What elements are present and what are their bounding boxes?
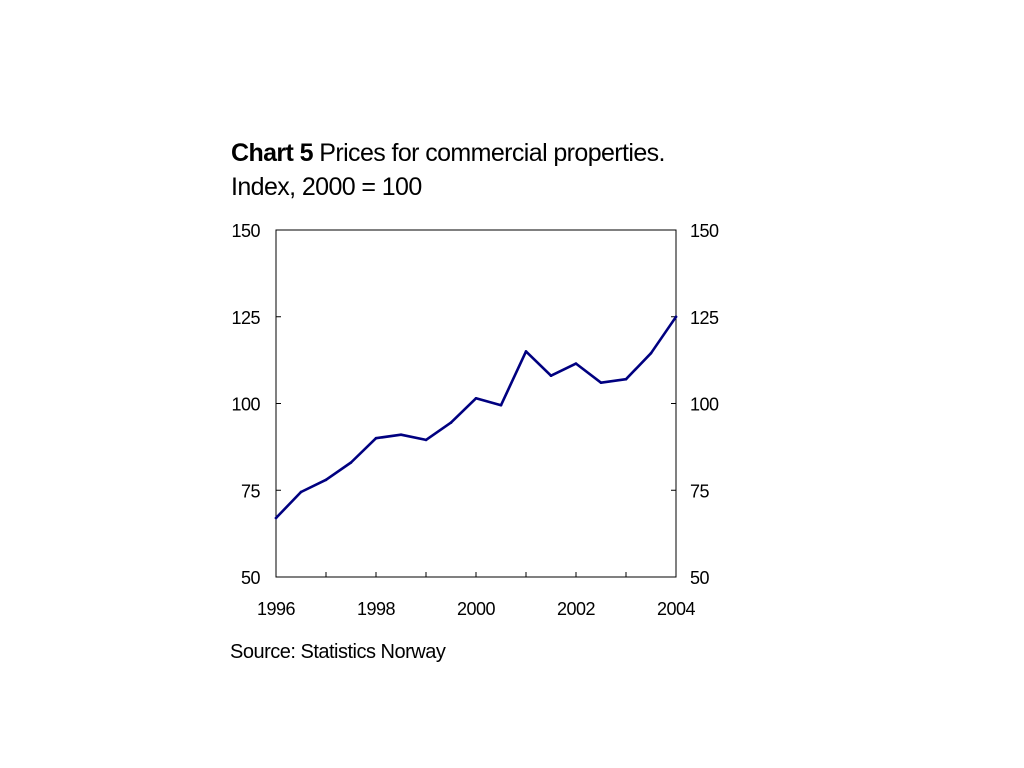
chart-title-text: Prices for commercial properties. — [319, 139, 665, 167]
data-point — [374, 436, 378, 440]
plot-area — [275, 229, 677, 578]
series-line — [274, 315, 678, 520]
data-point — [624, 377, 628, 381]
data-point — [474, 396, 478, 400]
chart-subtitle: Index, 2000 = 100 — [231, 173, 422, 201]
y-tick-label-right: 150 — [690, 221, 719, 241]
y-tick-label-right: 100 — [690, 395, 719, 415]
y-tick-label-right: 125 — [690, 308, 719, 328]
y-tick-label-right: 75 — [690, 481, 710, 501]
series-layer — [274, 315, 678, 520]
chart-source: Source: Statistics Norway — [230, 641, 446, 663]
data-point — [499, 403, 503, 407]
y-tick-label-left: 125 — [231, 308, 260, 328]
data-point — [399, 433, 403, 437]
chart-title-label: Chart 5 — [231, 139, 314, 167]
x-tick-label: 2000 — [457, 599, 496, 619]
data-point — [674, 315, 678, 319]
chart-title: Chart 5 Prices for commercial properties… — [231, 136, 665, 204]
y-tick-label-left: 50 — [241, 568, 261, 588]
data-point — [424, 438, 428, 442]
data-point — [599, 381, 603, 384]
x-tick-label: 2002 — [557, 599, 596, 619]
tick-marks — [275, 229, 677, 578]
y-tick-label-left: 150 — [231, 221, 260, 241]
x-tick-label: 1996 — [257, 599, 296, 619]
data-point — [549, 374, 553, 378]
tick-labels: 150 150 125 125 100 100 75 75 50 50 1996 1998 2000 20… — [231, 221, 719, 619]
x-tick-label: 2004 — [657, 599, 696, 619]
x-tick-label: 1998 — [357, 599, 396, 619]
data-point — [649, 351, 653, 355]
y-tick-label-right: 50 — [690, 568, 710, 588]
data-point — [449, 421, 453, 424]
y-tick-label-left: 100 — [231, 395, 260, 415]
data-point — [299, 490, 303, 494]
data-point — [524, 350, 528, 353]
data-point — [324, 478, 328, 482]
data-point — [574, 362, 578, 365]
data-point — [349, 461, 353, 464]
y-tick-label-left: 75 — [241, 481, 261, 501]
data-point — [274, 516, 278, 520]
